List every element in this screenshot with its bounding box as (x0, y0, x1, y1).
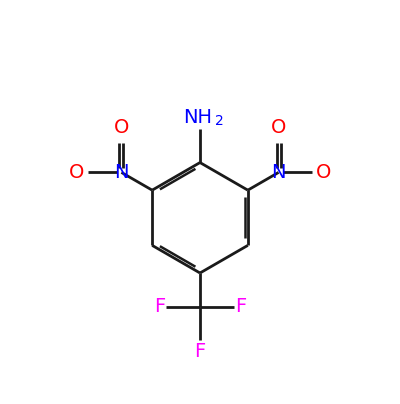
Text: F: F (194, 342, 206, 361)
Text: O: O (114, 118, 129, 137)
Text: NH: NH (184, 107, 212, 127)
Text: O: O (69, 163, 84, 182)
Text: N: N (271, 163, 286, 182)
Text: N: N (114, 163, 129, 182)
Text: 2: 2 (215, 114, 224, 128)
Text: F: F (235, 297, 246, 316)
Text: O: O (316, 163, 331, 182)
Text: O: O (271, 118, 286, 137)
Text: F: F (154, 297, 165, 316)
